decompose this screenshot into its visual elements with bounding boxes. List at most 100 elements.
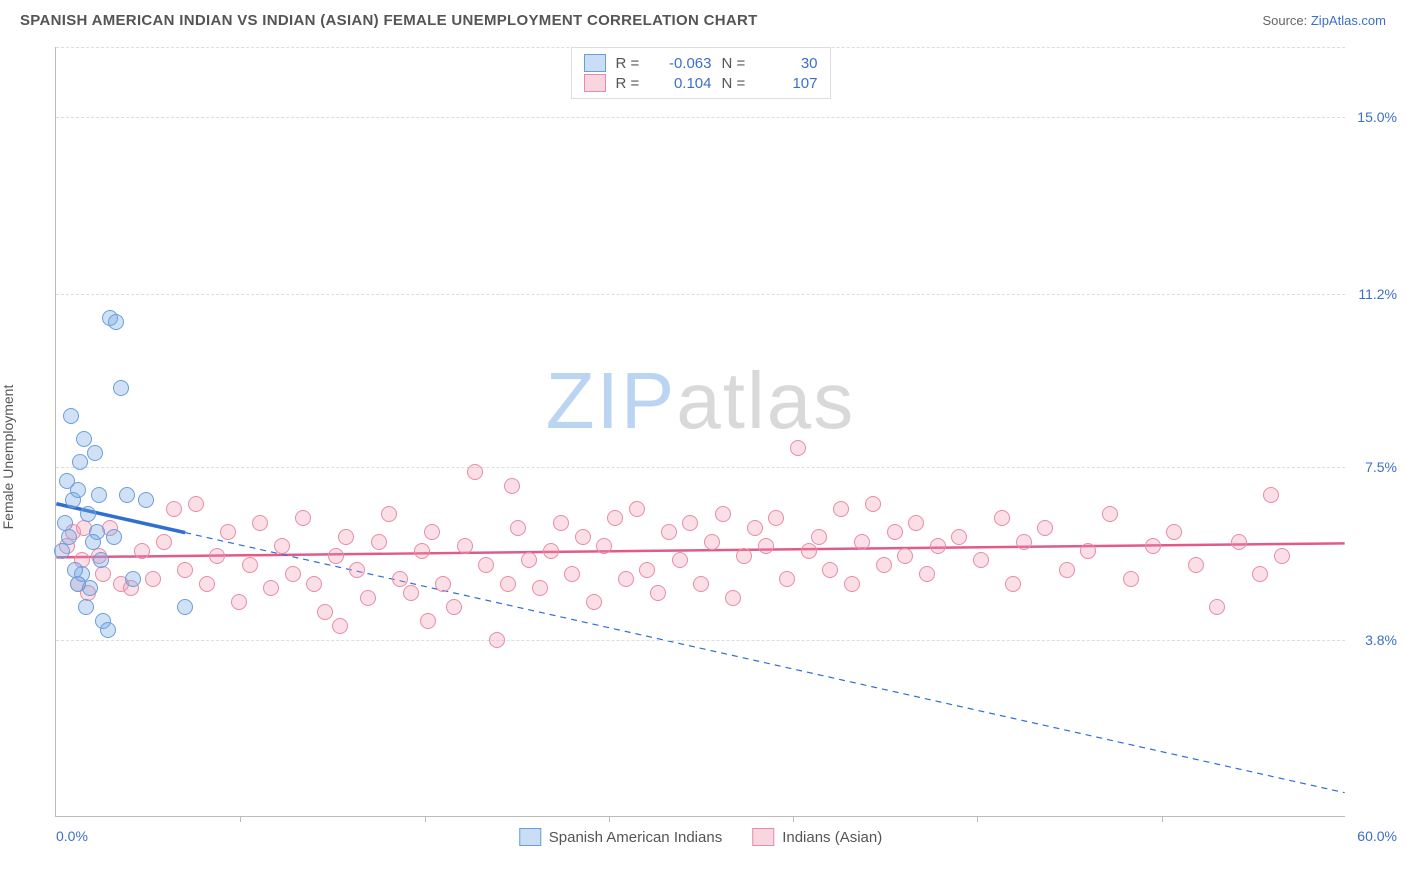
scatter-point-blue — [177, 599, 193, 615]
legend-n-label: N = — [722, 55, 752, 72]
scatter-point-pink — [596, 538, 612, 554]
scatter-point-pink — [811, 529, 827, 545]
scatter-point-pink — [188, 496, 204, 512]
scatter-point-pink — [575, 529, 591, 545]
scatter-point-pink — [908, 515, 924, 531]
x-tick-mark — [425, 816, 426, 822]
scatter-point-pink — [887, 524, 903, 540]
legend-n-value-pink: 107 — [762, 75, 818, 92]
scatter-point-blue — [113, 380, 129, 396]
scatter-point-blue — [108, 314, 124, 330]
scatter-point-blue — [78, 599, 94, 615]
scatter-point-pink — [790, 440, 806, 456]
scatter-point-pink — [446, 599, 462, 615]
watermark: ZIPatlas — [546, 355, 855, 447]
scatter-point-blue — [125, 571, 141, 587]
source-prefix: Source: — [1262, 13, 1310, 28]
legend-item-blue: Spanish American Indians — [519, 828, 722, 846]
scatter-point-pink — [1263, 487, 1279, 503]
legend-label-pink: Indians (Asian) — [782, 829, 882, 846]
scatter-point-pink — [747, 520, 763, 536]
y-tick-label: 15.0% — [1349, 109, 1397, 125]
scatter-point-pink — [672, 552, 688, 568]
scatter-point-pink — [156, 534, 172, 550]
scatter-point-blue — [80, 506, 96, 522]
scatter-point-pink — [420, 613, 436, 629]
scatter-point-pink — [510, 520, 526, 536]
scatter-point-pink — [543, 543, 559, 559]
x-tick-mark — [609, 816, 610, 822]
x-tick-mark — [977, 816, 978, 822]
scatter-point-blue — [138, 492, 154, 508]
scatter-point-pink — [1209, 599, 1225, 615]
scatter-point-pink — [220, 524, 236, 540]
source-link[interactable]: ZipAtlas.com — [1311, 13, 1386, 28]
y-tick-label: 3.8% — [1349, 632, 1397, 648]
scatter-point-pink — [1188, 557, 1204, 573]
scatter-point-pink — [865, 496, 881, 512]
scatter-point-blue — [85, 534, 101, 550]
scatter-point-pink — [435, 576, 451, 592]
scatter-point-pink — [457, 538, 473, 554]
legend-swatch-blue — [584, 54, 606, 72]
scatter-point-pink — [854, 534, 870, 550]
scatter-point-pink — [725, 590, 741, 606]
legend-n-label: N = — [722, 75, 752, 92]
legend-swatch-pink — [584, 74, 606, 92]
scatter-point-blue — [67, 562, 83, 578]
x-tick-mark — [240, 816, 241, 822]
scatter-point-pink — [779, 571, 795, 587]
legend-swatch-blue — [519, 828, 541, 846]
scatter-point-pink — [930, 538, 946, 554]
scatter-point-pink — [951, 529, 967, 545]
scatter-point-pink — [553, 515, 569, 531]
scatter-point-pink — [521, 552, 537, 568]
grid-line — [56, 117, 1345, 118]
trend-lines — [56, 47, 1345, 816]
legend-n-value-blue: 30 — [762, 55, 818, 72]
x-tick-left: 0.0% — [56, 828, 88, 844]
scatter-point-pink — [682, 515, 698, 531]
x-tick-right: 60.0% — [1357, 828, 1397, 844]
scatter-point-pink — [876, 557, 892, 573]
chart-area: Female Unemployment ZIPatlas R = -0.063 … — [0, 37, 1406, 877]
scatter-point-pink — [704, 534, 720, 550]
scatter-point-pink — [1274, 548, 1290, 564]
scatter-point-blue — [70, 482, 86, 498]
scatter-point-blue — [54, 543, 70, 559]
scatter-point-pink — [274, 538, 290, 554]
scatter-point-pink — [504, 478, 520, 494]
legend-item-pink: Indians (Asian) — [752, 828, 882, 846]
scatter-point-pink — [844, 576, 860, 592]
grid-line — [56, 640, 1345, 641]
scatter-point-pink — [332, 618, 348, 634]
scatter-point-pink — [1080, 543, 1096, 559]
legend-r-label: R = — [616, 55, 646, 72]
scatter-point-pink — [693, 576, 709, 592]
scatter-point-pink — [95, 566, 111, 582]
scatter-point-blue — [119, 487, 135, 503]
scatter-point-pink — [1123, 571, 1139, 587]
scatter-point-pink — [209, 548, 225, 564]
scatter-point-blue — [76, 431, 92, 447]
scatter-point-pink — [360, 590, 376, 606]
scatter-point-pink — [661, 524, 677, 540]
scatter-point-pink — [252, 515, 268, 531]
scatter-point-pink — [145, 571, 161, 587]
scatter-point-pink — [478, 557, 494, 573]
scatter-point-blue — [70, 576, 86, 592]
scatter-point-pink — [371, 534, 387, 550]
scatter-point-pink — [242, 557, 258, 573]
legend-r-value-blue: -0.063 — [656, 55, 712, 72]
scatter-point-pink — [618, 571, 634, 587]
source: Source: ZipAtlas.com — [1262, 13, 1386, 28]
scatter-point-pink — [994, 510, 1010, 526]
scatter-point-pink — [650, 585, 666, 601]
scatter-point-blue — [106, 529, 122, 545]
y-tick-label: 7.5% — [1349, 459, 1397, 475]
scatter-point-pink — [392, 571, 408, 587]
scatter-point-pink — [306, 576, 322, 592]
scatter-point-pink — [919, 566, 935, 582]
legend-series: Spanish American Indians Indians (Asian) — [519, 828, 883, 846]
scatter-point-pink — [897, 548, 913, 564]
